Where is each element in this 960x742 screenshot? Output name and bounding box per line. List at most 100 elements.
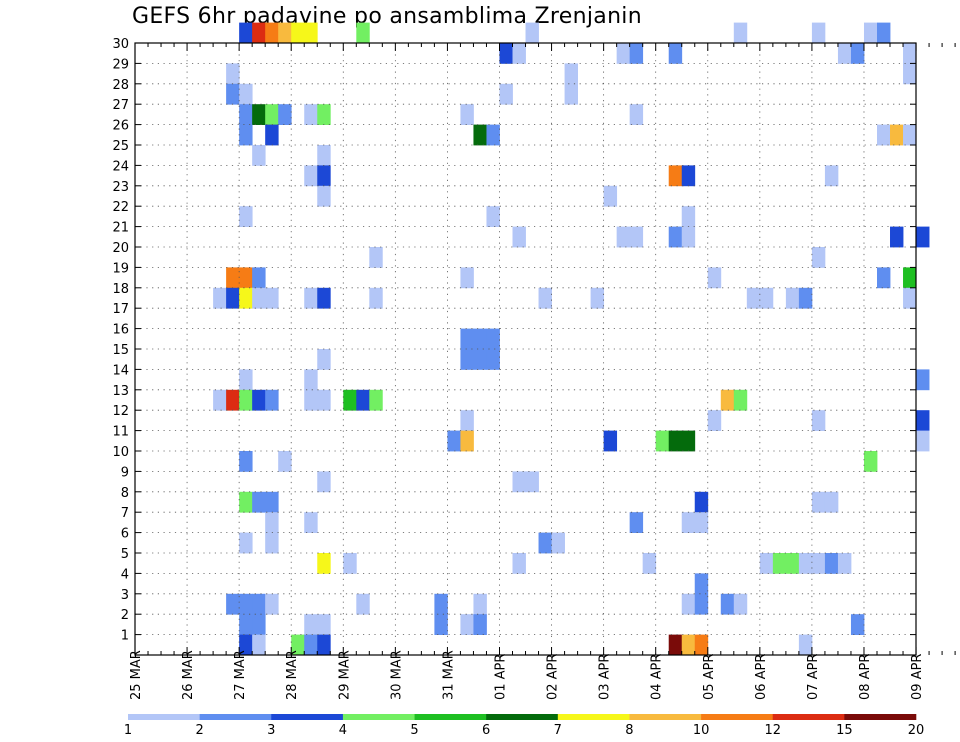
heatmap-cell [824,165,839,187]
heatmap-cell [720,389,735,411]
heatmap-cell [824,491,839,513]
heatmap-cell [798,634,813,656]
heatmap-cell [616,226,631,248]
legend-bound-label: 3 [267,723,275,738]
heatmap-cell [226,593,240,615]
heatmap-cell [265,22,279,44]
legend-bound-label: 8 [625,723,633,738]
heatmap-cell [681,206,696,227]
heatmap-cell [877,267,891,289]
heatmap-cell [317,287,331,309]
heatmap-cell [785,553,800,574]
y-tick-label: 9 [121,465,129,480]
x-tick-label: 31 MAR [441,650,456,700]
y-tick-label: 1 [121,629,129,644]
heatmap-cell [681,226,696,248]
heatmap-cell [460,430,474,452]
heatmap-cell [239,593,253,615]
heatmap-cell [239,267,253,289]
x-tick-label: 06 APR [754,654,769,700]
y-tick-label: 14 [112,363,129,378]
heatmap-cell [681,593,696,615]
heatmap-cell [590,287,605,309]
heatmap-cell [551,532,565,554]
heatmap-cell [447,430,461,452]
x-tick-label: 28 MAR [285,650,300,700]
heatmap-cell [252,104,266,125]
y-tick-label: 18 [112,282,129,297]
heatmap-cell [486,124,500,146]
heatmap-cell [903,124,917,146]
y-tick-label: 21 [112,221,129,236]
heatmap-cell [707,410,722,431]
legend-color-swatch [486,714,559,720]
heatmap-cell [603,185,618,207]
chart-title: GEFS 6hr padavine po ansamblima Zrenjani… [132,4,642,29]
heatmap-cell [668,165,683,187]
heatmap-cell [356,389,370,411]
heatmap-cells [213,22,930,656]
heatmap-cell [811,22,826,44]
heatmap-cell [903,63,917,85]
heatmap-cell [304,634,318,656]
y-tick-label: 27 [112,98,129,113]
y-tick-label: 24 [112,159,129,174]
heatmap-cell [304,389,318,411]
legend-bound-label: 10 [693,723,710,738]
y-tick-label: 13 [112,384,129,399]
legend-color-swatch [271,714,344,720]
heatmap-cell [265,124,279,146]
heatmap-cell [252,287,266,309]
legend-color-swatch [629,714,702,720]
heatmap-cell [473,328,487,350]
y-tick-label: 15 [112,343,129,358]
heatmap-cell [356,593,370,615]
heatmap-cell [239,104,253,125]
heatmap-cell [265,104,279,125]
heatmap-cell [694,573,709,595]
grid-lines [135,42,917,655]
heatmap-cell [369,247,383,268]
heatmap-cell [226,83,240,105]
heatmap-cell [291,634,305,656]
heatmap-cell [707,267,722,289]
heatmap-cell [460,267,474,289]
x-tick-label: 27 MAR [233,650,248,700]
y-tick-label: 17 [112,302,129,317]
heatmap-cell [265,593,279,615]
legend-color-swatch [199,714,272,720]
heatmap-cell [317,389,331,411]
heatmap-cell [564,63,578,85]
y-tick-label: 19 [112,261,129,276]
heatmap-cell [850,43,865,64]
y-tick-label: 10 [112,445,129,460]
heatmap-cell [252,593,266,615]
y-tick-label: 11 [112,425,129,440]
heatmap-cell [811,553,826,574]
y-tick-label: 6 [121,527,129,542]
legend-bound-label: 4 [339,723,347,738]
heatmap-cell [785,287,800,309]
y-tick-label: 20 [112,241,129,256]
heatmap-cell [343,389,357,411]
heatmap-cell [317,471,331,493]
heatmap-cell [759,287,774,309]
heatmap-cell [616,43,631,64]
heatmap-cell [903,43,917,64]
y-tick-label: 30 [112,37,129,52]
heatmap-cell [226,63,240,85]
heatmap-cell [304,369,318,391]
heatmap-cell [746,287,761,309]
heatmap-cell [317,614,331,635]
heatmap-cell [668,226,683,248]
heatmap-cell [252,491,266,513]
x-tick-label: 29 MAR [337,650,352,700]
y-tick-label: 28 [112,78,129,93]
heatmap-cell [525,471,539,493]
y-tick-label: 12 [112,404,129,419]
heatmap-cell [213,287,227,309]
legend-color-swatch [557,714,630,720]
legend-bound-label: 2 [195,723,203,738]
heatmap-cell [317,165,331,187]
heatmap-cell [681,430,696,452]
